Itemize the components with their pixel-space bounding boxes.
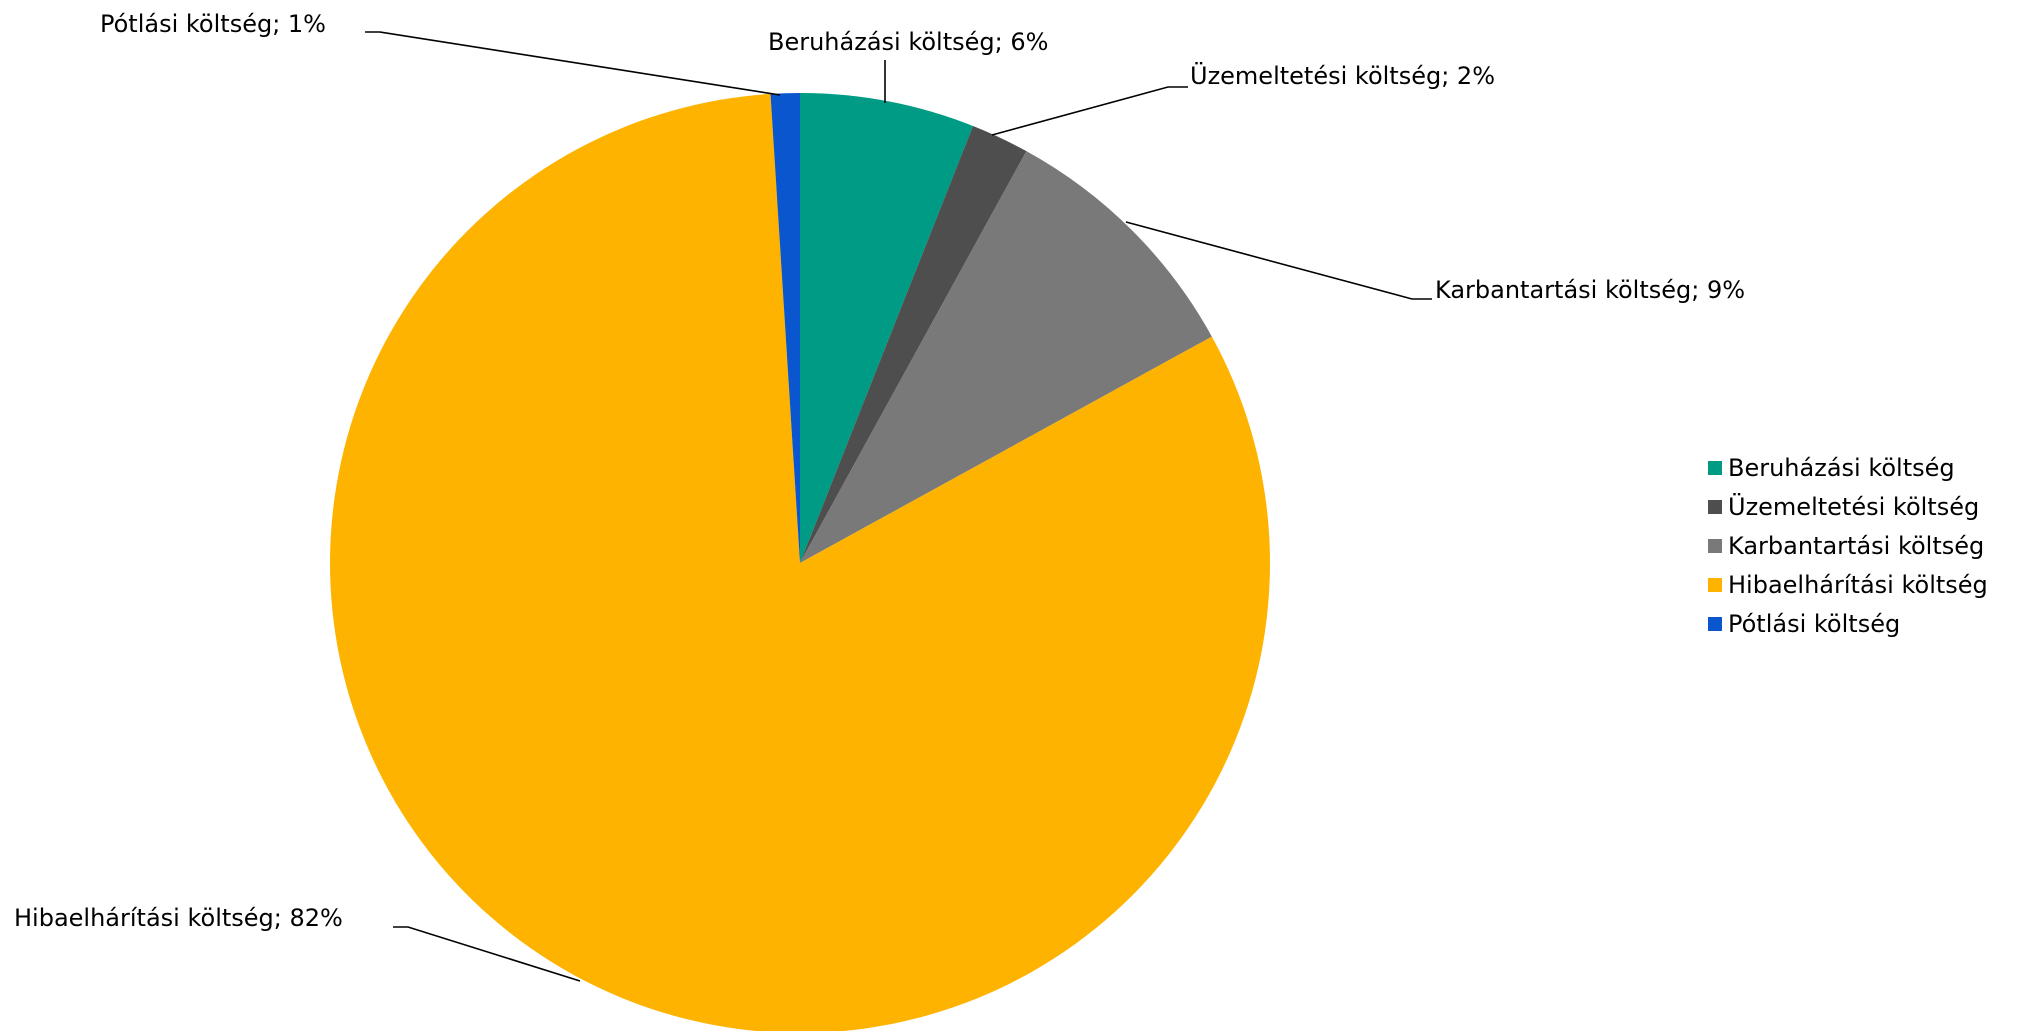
data-label-3: Karbantartási költség; 9% [1435, 276, 1745, 304]
legend-swatch-4 [1708, 578, 1722, 592]
data-labels: Beruházási költség; 6% Üzemeltetési költs… [14, 10, 1745, 932]
legend-swatch-3 [1708, 539, 1722, 553]
legend-label-3: Karbantartási költség [1728, 532, 1984, 560]
leader-line-5 [365, 31, 781, 96]
leader-line-4 [393, 926, 581, 982]
legend-label-5: Pótlási költség [1728, 610, 1900, 638]
legend-swatch-1 [1708, 461, 1722, 475]
leader-line-3 [1125, 221, 1432, 300]
legend-swatch-5 [1708, 617, 1722, 631]
pie-slice-4 [330, 93, 1270, 1031]
data-label-1: Beruházási költség; 6% [768, 28, 1048, 56]
data-label-5: Pótlási költség; 1% [100, 10, 326, 38]
legend: Beruházási költség Üzemeltetési költség Ka… [1708, 454, 1988, 638]
leader-line-2 [991, 86, 1188, 136]
pie-slice-1 [800, 93, 974, 563]
data-label-2: Üzemeltetési költség; 2% [1190, 61, 1495, 90]
pie-slice-3 [800, 151, 1212, 563]
legend-label-4: Hibaelhárítási költség [1728, 571, 1988, 599]
pie-slice-2 [800, 126, 1027, 563]
pie-slices [330, 93, 1270, 1031]
pie-slice-5 [770, 93, 800, 563]
legend-swatch-2 [1708, 500, 1722, 514]
legend-label-1: Beruházási költség [1728, 454, 1955, 482]
legend-label-2: Üzemeltetési költség [1728, 492, 1979, 521]
data-label-4: Hibaelhárítási költség; 82% [14, 904, 343, 932]
leader-lines [365, 31, 1432, 982]
